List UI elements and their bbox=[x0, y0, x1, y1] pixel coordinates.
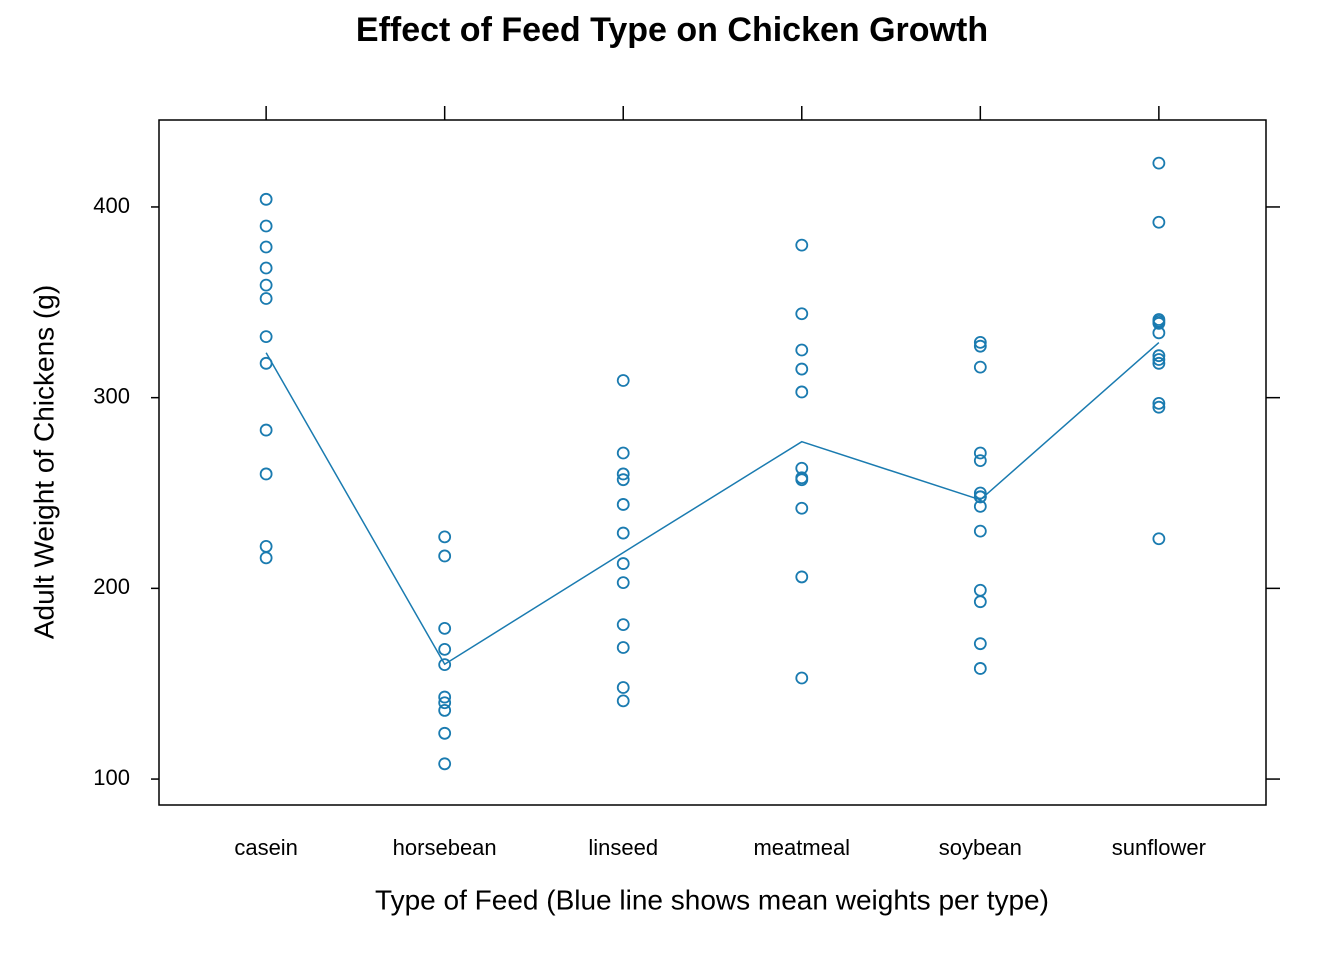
point bbox=[616, 374, 630, 387]
point bbox=[438, 690, 452, 704]
point bbox=[795, 385, 809, 399]
point bbox=[616, 467, 630, 481]
point bbox=[438, 530, 452, 544]
point bbox=[973, 524, 987, 538]
point bbox=[973, 339, 987, 353]
point bbox=[259, 551, 273, 565]
point bbox=[973, 662, 987, 675]
point bbox=[973, 486, 987, 500]
point bbox=[1152, 215, 1166, 229]
point bbox=[973, 637, 987, 651]
point bbox=[259, 278, 273, 292]
point bbox=[973, 595, 987, 609]
point bbox=[1152, 326, 1166, 340]
point bbox=[438, 757, 452, 771]
point bbox=[973, 454, 987, 467]
point bbox=[973, 335, 987, 349]
point bbox=[795, 461, 809, 475]
point bbox=[616, 641, 630, 654]
point bbox=[616, 618, 630, 631]
point bbox=[1152, 356, 1166, 370]
point bbox=[438, 642, 452, 656]
point bbox=[795, 671, 809, 685]
point bbox=[616, 446, 630, 460]
point bbox=[438, 658, 452, 672]
mean-line bbox=[265, 341, 1160, 666]
point bbox=[616, 526, 630, 540]
x-tick-label: horsebean bbox=[393, 835, 497, 860]
point bbox=[259, 261, 273, 275]
point bbox=[1152, 396, 1166, 410]
point bbox=[1152, 156, 1166, 170]
point bbox=[1152, 532, 1166, 546]
point bbox=[616, 498, 630, 511]
point bbox=[438, 622, 452, 635]
chart-title: Effect of Feed Type on Chicken Growth bbox=[356, 11, 988, 49]
point bbox=[259, 292, 273, 305]
point bbox=[259, 467, 273, 481]
x-tick-label: sunflower bbox=[1112, 835, 1206, 860]
y-tick-label: 300 bbox=[93, 383, 130, 408]
point bbox=[1152, 353, 1166, 366]
point bbox=[795, 471, 809, 485]
x-axis-label: Type of Feed (Blue line shows mean weigh… bbox=[375, 884, 1049, 915]
point bbox=[616, 694, 630, 708]
point bbox=[259, 423, 273, 437]
y-tick-label: 100 bbox=[93, 765, 130, 790]
point bbox=[616, 473, 630, 487]
point bbox=[259, 240, 273, 254]
point bbox=[259, 356, 273, 370]
point bbox=[438, 704, 452, 717]
y-tick-label: 400 bbox=[93, 193, 130, 218]
point bbox=[795, 307, 809, 321]
point bbox=[795, 362, 809, 376]
point bbox=[259, 540, 273, 553]
plot-frame bbox=[158, 119, 1267, 806]
x-tick-label: soybean bbox=[939, 835, 1022, 860]
point bbox=[438, 696, 452, 710]
y-axis-label: Adult Weight of Chickens (g) bbox=[28, 285, 59, 639]
point bbox=[795, 570, 809, 584]
point bbox=[973, 490, 987, 504]
point bbox=[1152, 349, 1166, 363]
point bbox=[795, 343, 809, 357]
point bbox=[973, 446, 987, 460]
point bbox=[259, 330, 273, 344]
point bbox=[1152, 400, 1166, 414]
point bbox=[1152, 316, 1166, 330]
point bbox=[438, 726, 452, 740]
point bbox=[795, 238, 809, 252]
point bbox=[973, 360, 987, 374]
point bbox=[438, 549, 452, 563]
point bbox=[259, 192, 273, 206]
point bbox=[1152, 313, 1166, 326]
y-tick-label: 200 bbox=[93, 574, 130, 599]
point bbox=[973, 499, 987, 513]
x-tick-label: meatmeal bbox=[753, 835, 850, 860]
point bbox=[616, 681, 630, 694]
point bbox=[795, 501, 809, 515]
x-tick-label: casein bbox=[234, 835, 298, 860]
point bbox=[616, 576, 630, 590]
point bbox=[259, 219, 273, 233]
point bbox=[973, 583, 987, 597]
point bbox=[616, 557, 630, 570]
x-tick-label: linseed bbox=[588, 835, 658, 860]
